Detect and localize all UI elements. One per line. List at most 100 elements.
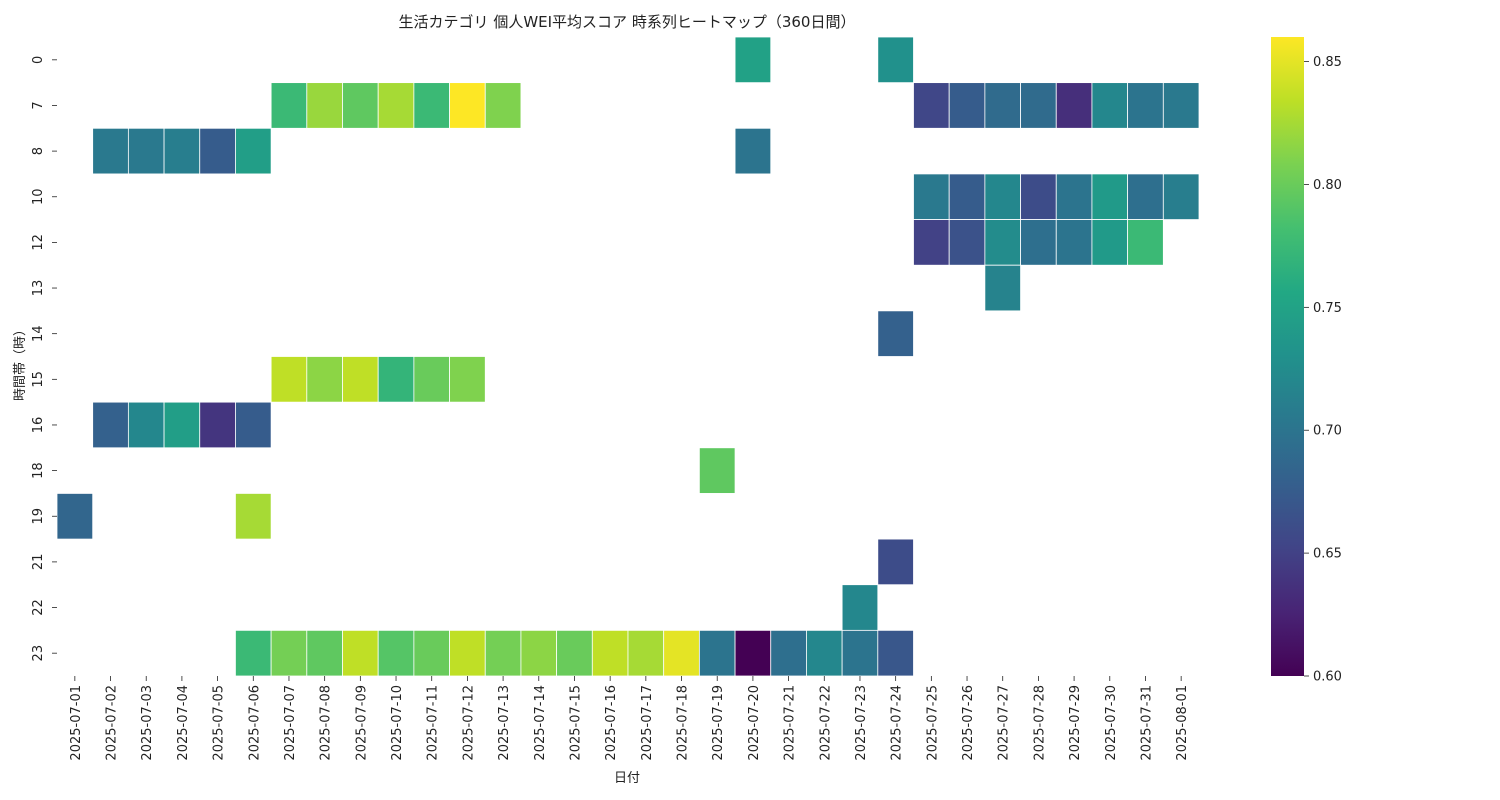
- x-tick-label: 2025-07-02: [105, 685, 120, 761]
- heatmap-cell: [342, 629, 379, 677]
- heatmap-cell: [663, 629, 700, 677]
- x-tick-label: 2025-07-13: [497, 685, 512, 761]
- heatmap-cell: [984, 219, 1021, 266]
- x-tick-label: 2025-07-19: [711, 685, 726, 761]
- heatmap-cell: [877, 310, 914, 357]
- heatmap-cell: [235, 401, 272, 449]
- heatmap-cell: [984, 264, 1021, 312]
- heatmap-cell: [92, 401, 129, 449]
- heatmap-cell: [1055, 173, 1093, 220]
- y-tick-label: 22: [31, 599, 46, 616]
- x-tick-label: 2025-07-15: [568, 685, 583, 761]
- heatmap-cell: [449, 629, 486, 677]
- heatmap-cell: [413, 82, 450, 129]
- heatmap-cell: [270, 629, 308, 677]
- heatmap-cell: [877, 36, 914, 84]
- x-tick-label: 2025-07-14: [533, 685, 548, 761]
- heatmap-cell: [984, 82, 1021, 129]
- y-tick-label: 18: [31, 462, 46, 479]
- heatmap-cell: [948, 173, 986, 220]
- heatmap-cell: [1162, 82, 1200, 129]
- x-tick-label: 2025-07-21: [783, 685, 798, 761]
- colorbar-ticks: 0.60 0.65 0.70 0.75 0.80 0.85: [1304, 55, 1342, 685]
- heatmap-cell: [235, 127, 272, 175]
- colorbar: [1271, 37, 1304, 676]
- heatmap-cell: [556, 629, 593, 677]
- x-tick-label: 2025-07-24: [890, 685, 905, 761]
- heatmap-cell: [1127, 219, 1164, 266]
- heatmap-cell: [413, 629, 450, 677]
- heatmap-cell: [1055, 219, 1093, 266]
- heatmap-cell: [235, 629, 272, 677]
- colorbar-tick-label: 0.60: [1313, 670, 1342, 685]
- heatmap-cell: [377, 629, 415, 677]
- x-tick-label: 2025-08-01: [1175, 685, 1190, 761]
- heatmap-cell: [698, 629, 736, 677]
- heatmap-cell: [591, 629, 629, 677]
- colorbar-tick-label: 0.75: [1313, 301, 1342, 316]
- x-tick-label: 2025-07-01: [69, 685, 84, 761]
- heatmap-cell: [520, 629, 558, 677]
- heatmap-cell: [806, 629, 843, 677]
- heatmap-cell: [734, 629, 772, 677]
- y-tick-label: 21: [31, 554, 46, 571]
- y-tick-label: 7: [31, 101, 46, 109]
- y-tick-label: 15: [31, 371, 46, 388]
- heatmap-cell: [1091, 173, 1129, 220]
- heatmap-cell: [377, 82, 415, 129]
- heatmap-cell: [306, 82, 343, 129]
- x-tick-label: 2025-07-09: [354, 685, 369, 761]
- x-tick-label: 2025-07-12: [461, 685, 476, 761]
- heatmap-cell: [484, 82, 522, 129]
- heatmap-cell: [948, 219, 986, 266]
- heatmap-cell: [913, 219, 950, 266]
- colorbar-tick-label: 0.85: [1313, 55, 1342, 70]
- heatmap-cell: [1020, 173, 1057, 220]
- heatmap-cell: [698, 447, 736, 494]
- heatmap-cell: [270, 82, 308, 129]
- heatmap-cell: [449, 82, 486, 129]
- y-tick-label: 19: [31, 508, 46, 525]
- heatmap-cell: [913, 82, 950, 129]
- x-tick-label: 2025-07-30: [1104, 685, 1119, 761]
- x-tick-label: 2025-07-29: [1068, 685, 1083, 761]
- heatmap-cell: [92, 127, 129, 175]
- x-tick-label: 2025-07-03: [140, 685, 155, 761]
- x-axis-ticks: 2025-07-01 2025-07-02 2025-07-03 2025-07-04…: [69, 676, 1190, 761]
- heatmap-cell: [1127, 173, 1164, 220]
- heatmap-cell: [948, 82, 986, 129]
- heatmap-cell: [342, 82, 379, 129]
- heatmap-cell: [342, 356, 379, 403]
- y-tick-label: 14: [31, 325, 46, 342]
- heatmap-cell: [1127, 82, 1164, 129]
- heatmap-cell: [770, 629, 807, 677]
- y-tick-label: 10: [31, 188, 46, 205]
- heatmap-cells: [56, 36, 1200, 677]
- x-tick-label: 2025-07-18: [676, 685, 691, 761]
- x-tick-label: 2025-07-07: [283, 685, 298, 761]
- heatmap-cell: [734, 36, 772, 84]
- heatmap-cell: [270, 356, 308, 403]
- heatmap-cell: [413, 356, 450, 403]
- heatmap-cell: [127, 401, 165, 449]
- colorbar-tick-label: 0.80: [1313, 178, 1342, 193]
- heatmap-cell: [306, 629, 343, 677]
- heatmap-cell: [1055, 82, 1093, 129]
- heatmap-cell: [56, 493, 94, 540]
- x-tick-label: 2025-07-22: [818, 685, 833, 761]
- x-tick-label: 2025-07-25: [925, 685, 940, 761]
- heatmap-cell: [127, 127, 165, 175]
- y-tick-label: 12: [31, 234, 46, 251]
- x-tick-label: 2025-07-28: [1032, 685, 1047, 761]
- heatmap-cell: [1091, 219, 1129, 266]
- heatmap-cell: [841, 629, 879, 677]
- heatmap-cell: [877, 629, 914, 677]
- heatmap-cell: [1020, 82, 1057, 129]
- x-tick-label: 2025-07-23: [854, 685, 869, 761]
- colorbar-gradient: [1271, 37, 1304, 676]
- x-tick-label: 2025-07-06: [247, 685, 262, 761]
- x-tick-label: 2025-07-26: [961, 685, 976, 761]
- heatmap-cell: [199, 401, 236, 449]
- heatmap-cell: [449, 356, 486, 403]
